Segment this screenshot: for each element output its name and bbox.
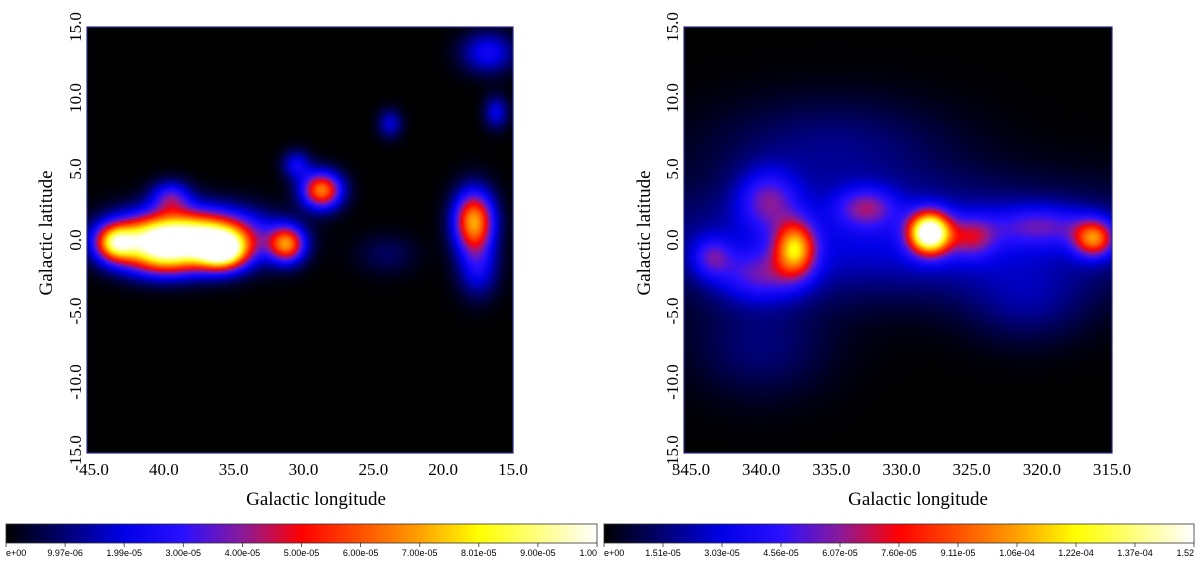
x-tick-label: 20.0 xyxy=(428,460,458,479)
x-tick-label: 35.0 xyxy=(219,460,249,479)
colorbar-tick-label: 1.37e-04 xyxy=(1117,548,1153,558)
x-tick-label: 345.0 xyxy=(672,460,710,479)
left-intensity-map xyxy=(87,27,513,453)
y-tick-label: -15.0 xyxy=(66,435,85,470)
colorbar-tick-label: 1.06e-04 xyxy=(999,548,1035,558)
colorbar-tick-label: 5.00e-05 xyxy=(284,548,320,558)
y-tick-label: 15.0 xyxy=(66,12,85,42)
colorbar-tick-label: 9.97e-06 xyxy=(47,548,83,558)
colorbar-tick-label: 9.11e-05 xyxy=(941,548,976,558)
right-colorbar: e+00 1.51e-05 3.03e-05 4.56e-05 6.07e-05 7.60… xyxy=(603,523,1195,558)
x-tick-label: 40.0 xyxy=(149,460,179,479)
colorbar-tick-label: 1.52 xyxy=(1176,548,1194,558)
right-colorbar-ticks: e+00 1.51e-05 3.03e-05 4.56e-05 6.07e-05 7.60… xyxy=(603,543,1195,558)
y-tick-label: -10.0 xyxy=(663,364,682,399)
colorbar-tick-label: 6.07e-05 xyxy=(822,548,858,558)
x-tick-label: 335.0 xyxy=(812,460,850,479)
right-y-axis-title: Galactic latitude xyxy=(634,170,655,295)
x-tick-label: 30.0 xyxy=(289,460,319,479)
right-intensity-map xyxy=(684,27,1112,453)
right-heatmap-panel: 345.0 340.0 335.0 330.0 325.0 320.0 315.0 -15.… xyxy=(634,12,1131,510)
left-plot-frame xyxy=(86,26,514,454)
colorbar-tick-label: 3.00e-05 xyxy=(166,548,202,558)
y-tick-label: 5.0 xyxy=(663,158,682,179)
left-y-tick-labels: -15.0 -10.0 -5.0 0.0 5.0 10.0 15.0 xyxy=(66,12,85,471)
left-colorbar: e+00 9.97e-06 1.99e-05 3.00e-05 4.00e-05 5.00… xyxy=(5,523,598,558)
colorbar-tick-label: e+00 xyxy=(6,548,26,558)
colorbar-tick-label: 9.00e-05 xyxy=(520,548,556,558)
left-heatmap-panel: 45.0 40.0 35.0 30.0 25.0 20.0 15.0 -15.0-10.0-… xyxy=(36,12,528,510)
y-tick-label: 0.0 xyxy=(66,229,85,250)
right-x-tick-labels: 345.0 340.0 335.0 330.0 325.0 320.0 315.0 xyxy=(672,460,1131,479)
colorbar-tick-label: 1.51e-05 xyxy=(645,548,681,558)
left-x-tick-labels: 45.0 40.0 35.0 30.0 25.0 20.0 15.0 xyxy=(79,460,528,479)
y-tick-label: -5.0 xyxy=(663,298,682,325)
left-x-axis-title: Galactic longitude xyxy=(246,489,386,510)
colorbar-tick-label: 3.03e-05 xyxy=(704,548,740,558)
right-x-axis-title: Galactic longitude xyxy=(848,489,988,510)
colorbar-tick-label: 4.00e-05 xyxy=(225,548,261,558)
colorbar-tick-label: 7.00e-05 xyxy=(402,548,438,558)
colorbar-tick-label: e+00 xyxy=(604,548,624,558)
y-tick-label: 5.0 xyxy=(66,158,85,179)
colorbar-tick-label: 1.00 xyxy=(579,548,597,558)
y-tick-label: -5.0 xyxy=(66,298,85,325)
right-plot-frame xyxy=(683,26,1113,454)
x-tick-label: 45.0 xyxy=(79,460,109,479)
left-y-axis-title: Galactic latitude xyxy=(36,170,57,295)
left-colorbar-gradient xyxy=(5,523,598,544)
y-tick-label: 15.0 xyxy=(663,12,682,42)
x-tick-label: 340.0 xyxy=(742,460,780,479)
x-tick-label: 15.0 xyxy=(498,460,528,479)
y-tick-label: 10.0 xyxy=(663,83,682,113)
colorbar-tick-label: 1.22e-04 xyxy=(1058,548,1094,558)
x-tick-label: 330.0 xyxy=(882,460,920,479)
colorbar-tick-label: 6.00e-05 xyxy=(343,548,379,558)
colorbar-tick-label: 1.99e-05 xyxy=(106,548,142,558)
x-tick-label: 25.0 xyxy=(358,460,388,479)
y-tick-label: -10.0 xyxy=(66,364,85,399)
colorbar-tick-label: 4.56e-05 xyxy=(763,548,799,558)
left-colorbar-ticks: e+00 9.97e-06 1.99e-05 3.00e-05 4.00e-05 5.00… xyxy=(5,543,598,558)
colorbar-tick-label: 8.01e-05 xyxy=(461,548,497,558)
y-tick-label: 0.0 xyxy=(663,229,682,250)
x-tick-label: 320.0 xyxy=(1023,460,1061,479)
y-tick-label: -15.0 xyxy=(663,435,682,470)
right-y-tick-labels: -15.0 -10.0 -5.0 0.0 5.0 10.0 15.0 xyxy=(663,12,682,471)
x-tick-label: 325.0 xyxy=(953,460,991,479)
x-tick-label: 315.0 xyxy=(1093,460,1131,479)
right-colorbar-gradient xyxy=(603,523,1195,544)
y-tick-label: 10.0 xyxy=(66,83,85,113)
colorbar-tick-label: 7.60e-05 xyxy=(881,548,917,558)
